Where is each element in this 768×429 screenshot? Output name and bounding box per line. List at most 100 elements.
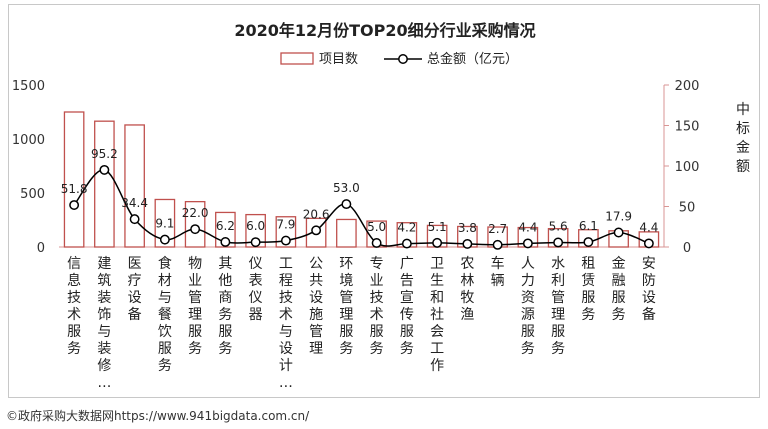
line-point	[371, 238, 382, 248]
x-category-label-char: 作	[430, 358, 444, 374]
y-right-axis-label-char: 额	[736, 159, 750, 175]
x-category-label-char: 务	[67, 341, 81, 357]
data-label: 7.9	[276, 218, 295, 232]
line-point	[553, 237, 564, 248]
x-category-label-char: 装	[97, 341, 111, 357]
x-category-label-char: 境	[339, 273, 353, 289]
x-category-label-char: 计	[279, 358, 293, 374]
x-category-label-char: 和	[430, 290, 444, 306]
bar	[305, 217, 327, 248]
x-category-label-char: 技	[67, 290, 81, 306]
line-point	[462, 238, 473, 249]
y-right-tick-label: 0	[683, 241, 691, 256]
line-point	[432, 237, 443, 248]
y-left-tick-label: 1000	[12, 133, 45, 148]
line-point	[341, 199, 352, 210]
x-category-label-char: 工	[279, 256, 293, 272]
x-category-label-char: …	[97, 375, 111, 391]
data-label: 34.4	[121, 196, 148, 210]
x-category-label-char: 息	[67, 272, 81, 289]
x-category-label-char: 管	[339, 290, 353, 306]
data-label: 4.4	[518, 220, 537, 234]
y-right-axis-label-char: 金	[736, 140, 750, 156]
y-right-tick-label: 50	[679, 201, 696, 216]
line-point	[583, 237, 594, 248]
x-category-label-char: 理	[551, 307, 565, 323]
bar	[63, 111, 85, 248]
y-left-tick-label: 0	[37, 241, 45, 256]
x-category-label-char: 术	[279, 307, 293, 323]
bar	[94, 120, 115, 248]
data-label: 5.6	[549, 219, 568, 233]
x-category-label-char: 务	[581, 307, 595, 323]
x-category-label-char: 业	[188, 273, 202, 289]
x-category-label-char: 服	[400, 324, 414, 340]
x-category-label-char: 程	[279, 273, 293, 289]
line-point	[129, 214, 140, 225]
x-category-label-char: 管	[551, 290, 565, 306]
x-category-label-char: 技	[279, 290, 293, 306]
bar	[336, 218, 357, 248]
x-category-label-char: 环	[339, 256, 353, 272]
x-category-label-char: 租	[581, 256, 595, 272]
x-category-label-char: 术	[370, 307, 384, 323]
x-category-label-char: 术	[67, 307, 81, 323]
x-category-label-char: 告	[400, 273, 414, 289]
line-point	[311, 225, 322, 236]
line-point	[613, 227, 624, 238]
x-category-label-char: 务	[551, 341, 565, 357]
x-category-label-char: 服	[158, 341, 172, 357]
x-category-label-char: 资	[521, 290, 535, 306]
x-category-label-char: 服	[67, 324, 81, 340]
data-label: 51.8	[61, 182, 88, 196]
x-category-label-char: 服	[188, 324, 202, 340]
x-category-label-char: 融	[612, 273, 626, 289]
x-category-label-char: 材	[158, 273, 172, 289]
bar	[154, 198, 176, 248]
x-category-label-char: 食	[158, 255, 172, 272]
data-label: 6.2	[216, 219, 235, 233]
data-label: 20.6	[303, 207, 330, 221]
x-category-label-char: 务	[612, 307, 626, 323]
data-label: 6.0	[246, 219, 265, 233]
line-point	[522, 238, 533, 249]
x-category-label-char: 信	[67, 256, 81, 272]
x-category-label-char: 施	[309, 307, 323, 323]
x-category-label-char: 医	[128, 256, 142, 272]
x-category-label-char: 人	[521, 256, 535, 272]
line-point	[220, 237, 231, 247]
x-category-label-char: 防	[642, 273, 656, 289]
x-category-label-char: 业	[370, 273, 384, 289]
x-category-label-char: 服	[612, 290, 626, 306]
data-label: 5.1	[428, 220, 447, 234]
x-category-label-char: 广	[400, 256, 414, 272]
x-category-label-char: 备	[642, 306, 656, 323]
legend-line-marker	[398, 54, 408, 64]
x-category-label-char: 务	[218, 307, 232, 323]
y-right-axis-label-char: 中	[736, 102, 750, 118]
x-category-label-char: 卫	[430, 256, 444, 272]
x-category-label-char: 仪	[249, 256, 263, 272]
x-category-label-char: 与	[97, 324, 111, 340]
x-category-label-char: 饰	[97, 307, 111, 323]
x-category-label-char: 表	[249, 273, 263, 289]
x-category-label-char: 疗	[128, 273, 142, 289]
x-category-label-char: 社	[430, 307, 444, 323]
x-category-label-char: 务	[158, 358, 172, 374]
x-category-label-char: 管	[188, 290, 202, 306]
data-label: 3.8	[458, 221, 477, 235]
x-category-label-char: 建	[97, 256, 111, 272]
data-label: 53.0	[333, 181, 360, 195]
data-label: 5.0	[367, 220, 386, 234]
x-category-label-char: 商	[218, 290, 232, 306]
x-category-label-char: 务	[400, 341, 414, 357]
x-category-label-char: 服	[581, 290, 595, 306]
x-category-label-char: 备	[128, 306, 142, 323]
x-category-label-char: 务	[521, 341, 535, 357]
data-label: 6.1	[579, 219, 598, 233]
x-category-label-char: 设	[642, 290, 656, 306]
x-category-label-char: 物	[188, 256, 202, 272]
x-category-label-char: 服	[339, 324, 353, 340]
x-category-label-char: 设	[128, 290, 142, 306]
x-category-label-char: 仪	[249, 290, 263, 306]
